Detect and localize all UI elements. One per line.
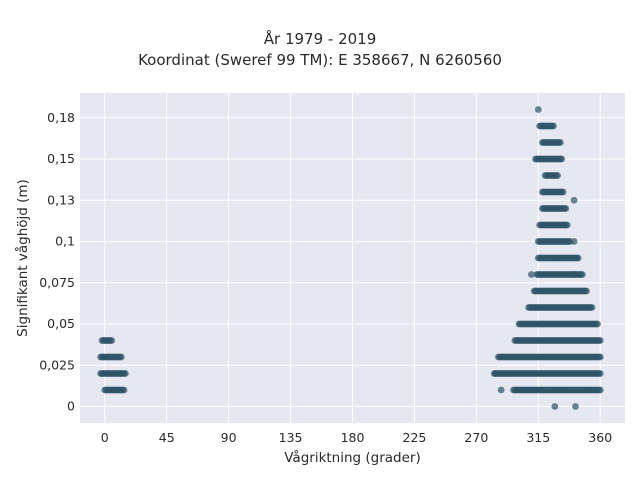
x-tick-label: 360 <box>588 430 612 445</box>
data-point <box>122 370 129 377</box>
data-point <box>583 287 590 295</box>
y-tick-label: 0,18 <box>47 110 75 125</box>
data-point <box>562 205 570 212</box>
data-point <box>596 370 604 377</box>
x-tick-label: 270 <box>464 430 488 445</box>
data-point <box>570 238 578 245</box>
data-point <box>117 353 125 361</box>
data-points <box>97 106 604 410</box>
data-point <box>588 304 596 311</box>
data-point <box>492 370 500 377</box>
x-tick-label: 225 <box>403 430 427 445</box>
tick-labels: 0 45 90 135 180 225 270 315 360 0 0,025 0,05 0,075 0,… <box>39 110 612 445</box>
y-tick-label: 0,1 <box>55 234 75 249</box>
data-point <box>558 155 566 163</box>
y-tick-label: 0,05 <box>47 316 75 331</box>
x-tick-label: 180 <box>341 430 365 445</box>
y-tick-label: 0 <box>67 399 75 414</box>
data-point <box>578 271 586 278</box>
data-point <box>550 122 557 130</box>
data-point <box>563 221 571 229</box>
y-tick-label: 0,075 <box>39 275 75 290</box>
data-point <box>551 403 559 410</box>
data-point <box>534 106 542 113</box>
data-point <box>596 386 604 394</box>
data-point <box>528 271 535 278</box>
data-point <box>570 196 578 204</box>
data-point <box>108 337 116 344</box>
data-point <box>497 386 505 394</box>
y-axis-label: Signifikant våghöjd (m) <box>14 179 31 337</box>
data-point <box>554 172 561 179</box>
chart-subtitle: Koordinat (Sweref 99 TM): E 358667, N 62… <box>138 51 502 69</box>
x-tick-label: 90 <box>221 430 237 445</box>
x-tick-label: 135 <box>279 430 303 445</box>
data-point <box>596 337 604 344</box>
data-point <box>574 254 582 262</box>
data-point <box>120 386 128 394</box>
x-tick-label: 45 <box>159 430 175 445</box>
x-tick-label: 315 <box>526 430 550 445</box>
data-point <box>559 188 567 196</box>
y-tick-label: 0,025 <box>39 357 75 372</box>
data-point <box>594 320 601 328</box>
y-tick-label: 0,13 <box>47 192 75 207</box>
data-point <box>572 403 579 410</box>
data-point <box>556 139 564 146</box>
x-tick-label: 0 <box>101 430 109 445</box>
x-axis-label: Vågriktning (grader) <box>284 449 421 466</box>
y-tick-label: 0,15 <box>47 151 75 166</box>
data-point <box>596 353 604 361</box>
data-point <box>570 271 578 278</box>
chart-title: År 1979 - 2019 <box>263 30 377 48</box>
